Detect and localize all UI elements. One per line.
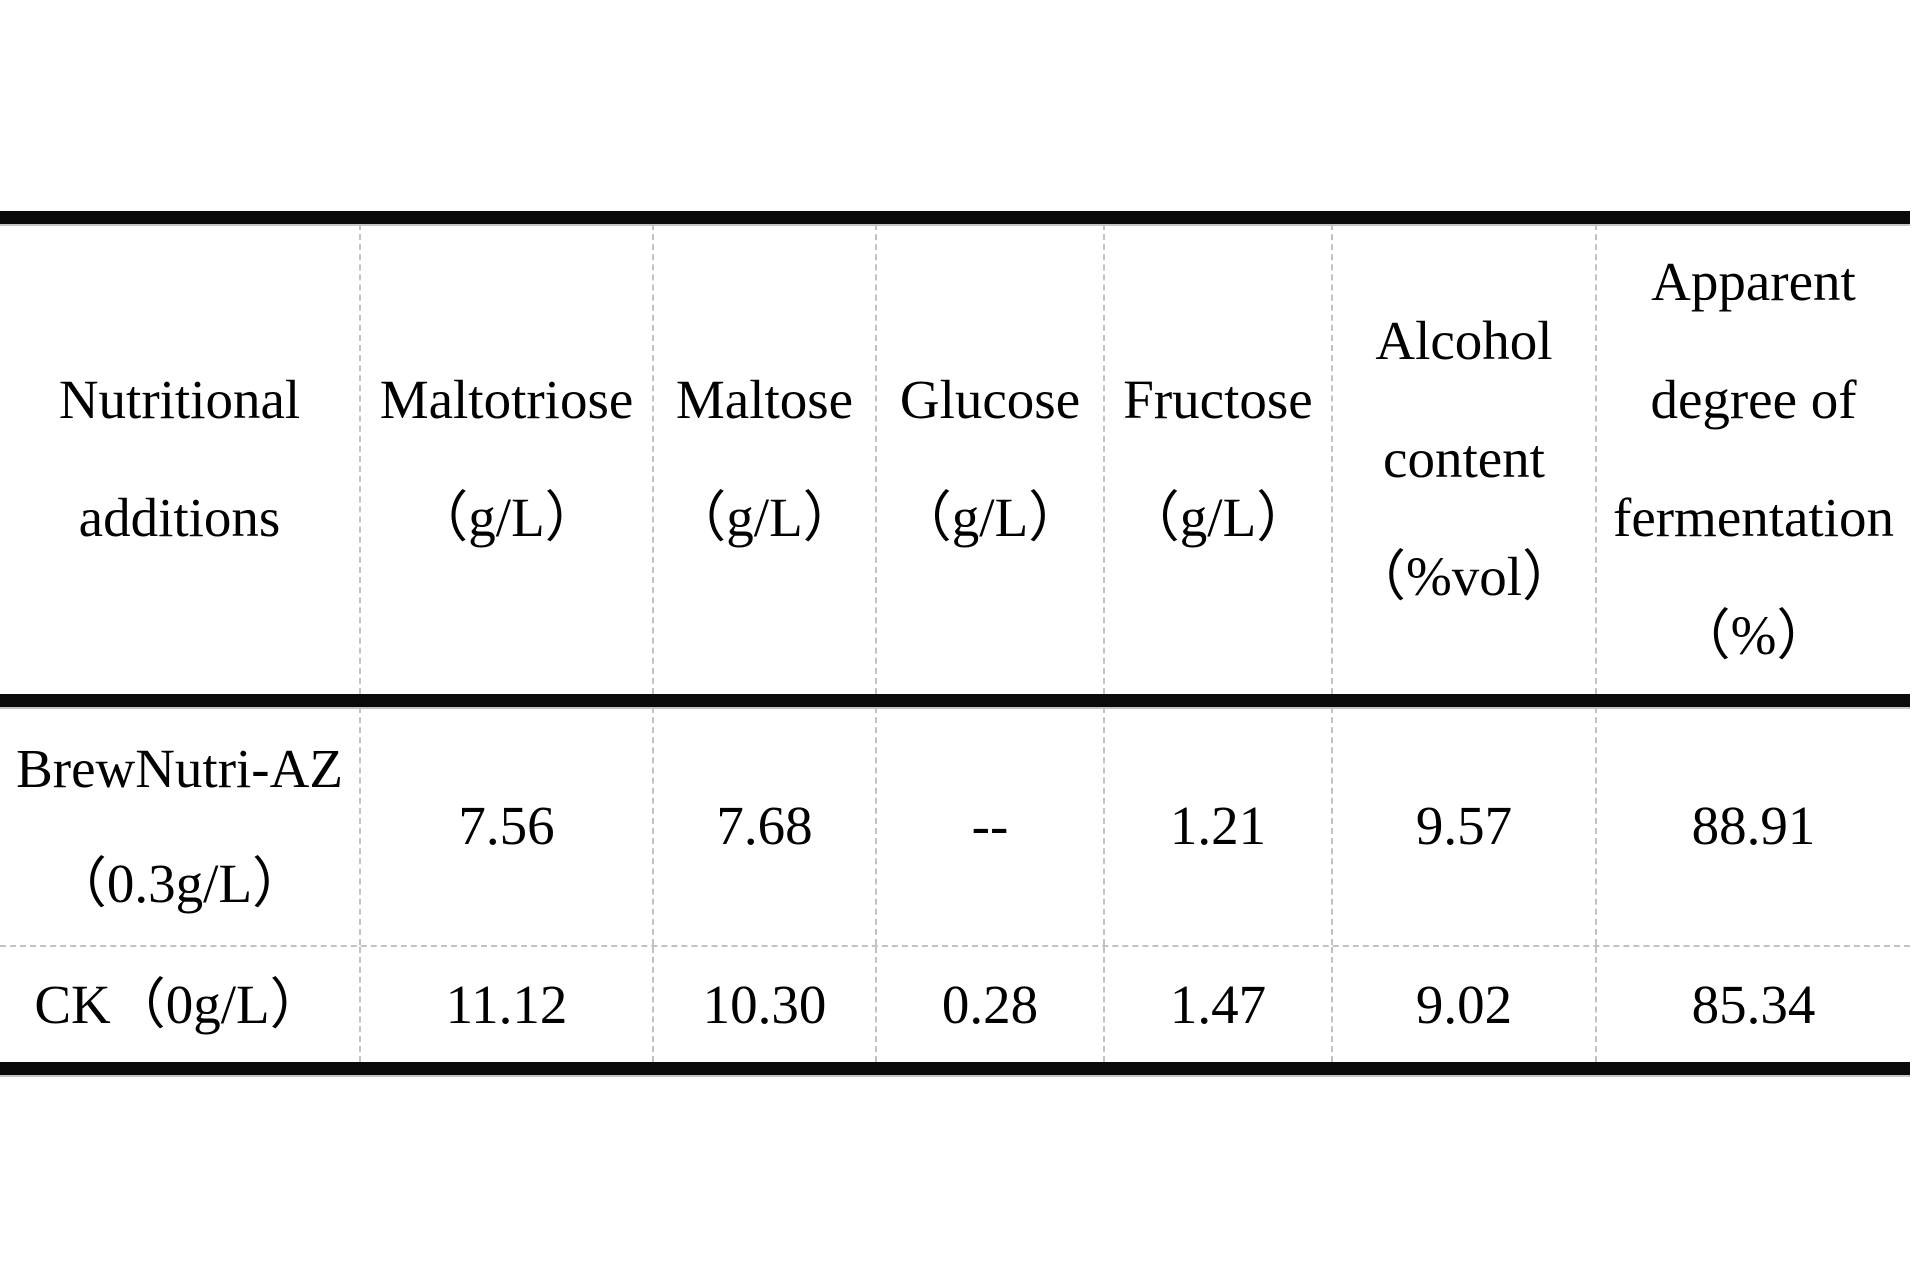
header-cell-glucose: Glucose （g/L） [877, 224, 1105, 694]
header-cell-maltotriose: Maltotriose （g/L） [361, 224, 654, 694]
header-line: （g/L） [413, 487, 600, 548]
cell-value: 9.57 [1415, 795, 1513, 856]
header-line: Nutritional [58, 369, 301, 430]
row-label-line: CK（0g/L） [34, 974, 325, 1035]
header-line: Alcohol [1375, 310, 1553, 371]
cell-apparent-degree-value: 85.34 [1597, 947, 1910, 1062]
header-line: Fructose [1123, 369, 1313, 430]
header-cell-fructose: Fructose （g/L） [1105, 224, 1333, 694]
cell-value: -- [971, 795, 1009, 856]
cell-value: 1.47 [1169, 973, 1267, 1035]
cell-value: 11.12 [445, 973, 568, 1035]
header-line: （%vol） [1350, 546, 1578, 607]
cell-value: 1.21 [1169, 795, 1267, 856]
header-cell-nutritional-additions: Nutritional additions [0, 224, 361, 694]
header-line: Glucose [899, 369, 1081, 430]
cell-glucose-value: -- [877, 707, 1105, 945]
cell-value: 0.28 [941, 973, 1039, 1035]
table-row-brewnutri-az: BrewNutri-AZ （0.3g/L） 7.56 7.68 -- 1.21 … [0, 707, 1910, 945]
table-header-separator-rule [0, 694, 1910, 707]
cell-value: 88.91 [1691, 795, 1816, 856]
header-line: （g/L） [1124, 487, 1312, 548]
header-line: （g/L） [896, 487, 1084, 548]
table-header-row: Nutritional additions Maltotriose （g/L） … [0, 224, 1910, 694]
header-line: Maltose [675, 369, 854, 430]
header-line: additions [78, 487, 281, 548]
cell-maltotriose-value: 7.56 [361, 707, 654, 945]
header-line: degree of [1650, 369, 1857, 430]
cell-fructose-value: 1.21 [1105, 707, 1333, 945]
cell-value: 7.68 [716, 795, 813, 856]
cell-value: 10.30 [702, 973, 827, 1035]
header-cell-apparent-degree-of-fermentation: Apparent degree of fermentation （%） [1597, 224, 1910, 694]
header-line: Apparent [1651, 251, 1856, 312]
table-top-rule [0, 211, 1910, 224]
header-line: Maltotriose [379, 369, 634, 430]
cell-glucose-value: 0.28 [877, 947, 1105, 1062]
cell-maltotriose-value: 11.12 [361, 947, 654, 1062]
cell-apparent-degree-value: 88.91 [1597, 707, 1910, 945]
row-label-line: （0.3g/L） [51, 853, 308, 914]
header-line: （%） [1675, 605, 1832, 666]
cell-alcohol-content-value: 9.57 [1333, 707, 1597, 945]
header-line: content [1383, 428, 1545, 489]
cell-maltose-value: 10.30 [654, 947, 877, 1062]
cell-value: 9.02 [1415, 973, 1513, 1035]
header-cell-maltose: Maltose （g/L） [654, 224, 877, 694]
cell-fructose-value: 1.47 [1105, 947, 1333, 1062]
table-row-ck-control: CK（0g/L） 11.12 10.30 0.28 1.47 9.02 85.3… [0, 945, 1910, 1062]
header-cell-alcohol-content: Alcohol content （%vol） [1333, 224, 1597, 694]
table-bottom-rule [0, 1062, 1910, 1075]
data-table: Nutritional additions Maltotriose （g/L） … [0, 211, 1910, 1075]
row-label-cell: CK（0g/L） [0, 947, 361, 1062]
header-line: fermentation [1613, 487, 1894, 548]
header-line: （g/L） [671, 487, 858, 548]
row-label-cell: BrewNutri-AZ （0.3g/L） [0, 707, 361, 945]
cell-alcohol-content-value: 9.02 [1333, 947, 1597, 1062]
cell-maltose-value: 7.68 [654, 707, 877, 945]
cell-value: 85.34 [1691, 973, 1816, 1035]
cell-value: 7.56 [458, 795, 555, 856]
row-label-line: BrewNutri-AZ [16, 738, 343, 799]
